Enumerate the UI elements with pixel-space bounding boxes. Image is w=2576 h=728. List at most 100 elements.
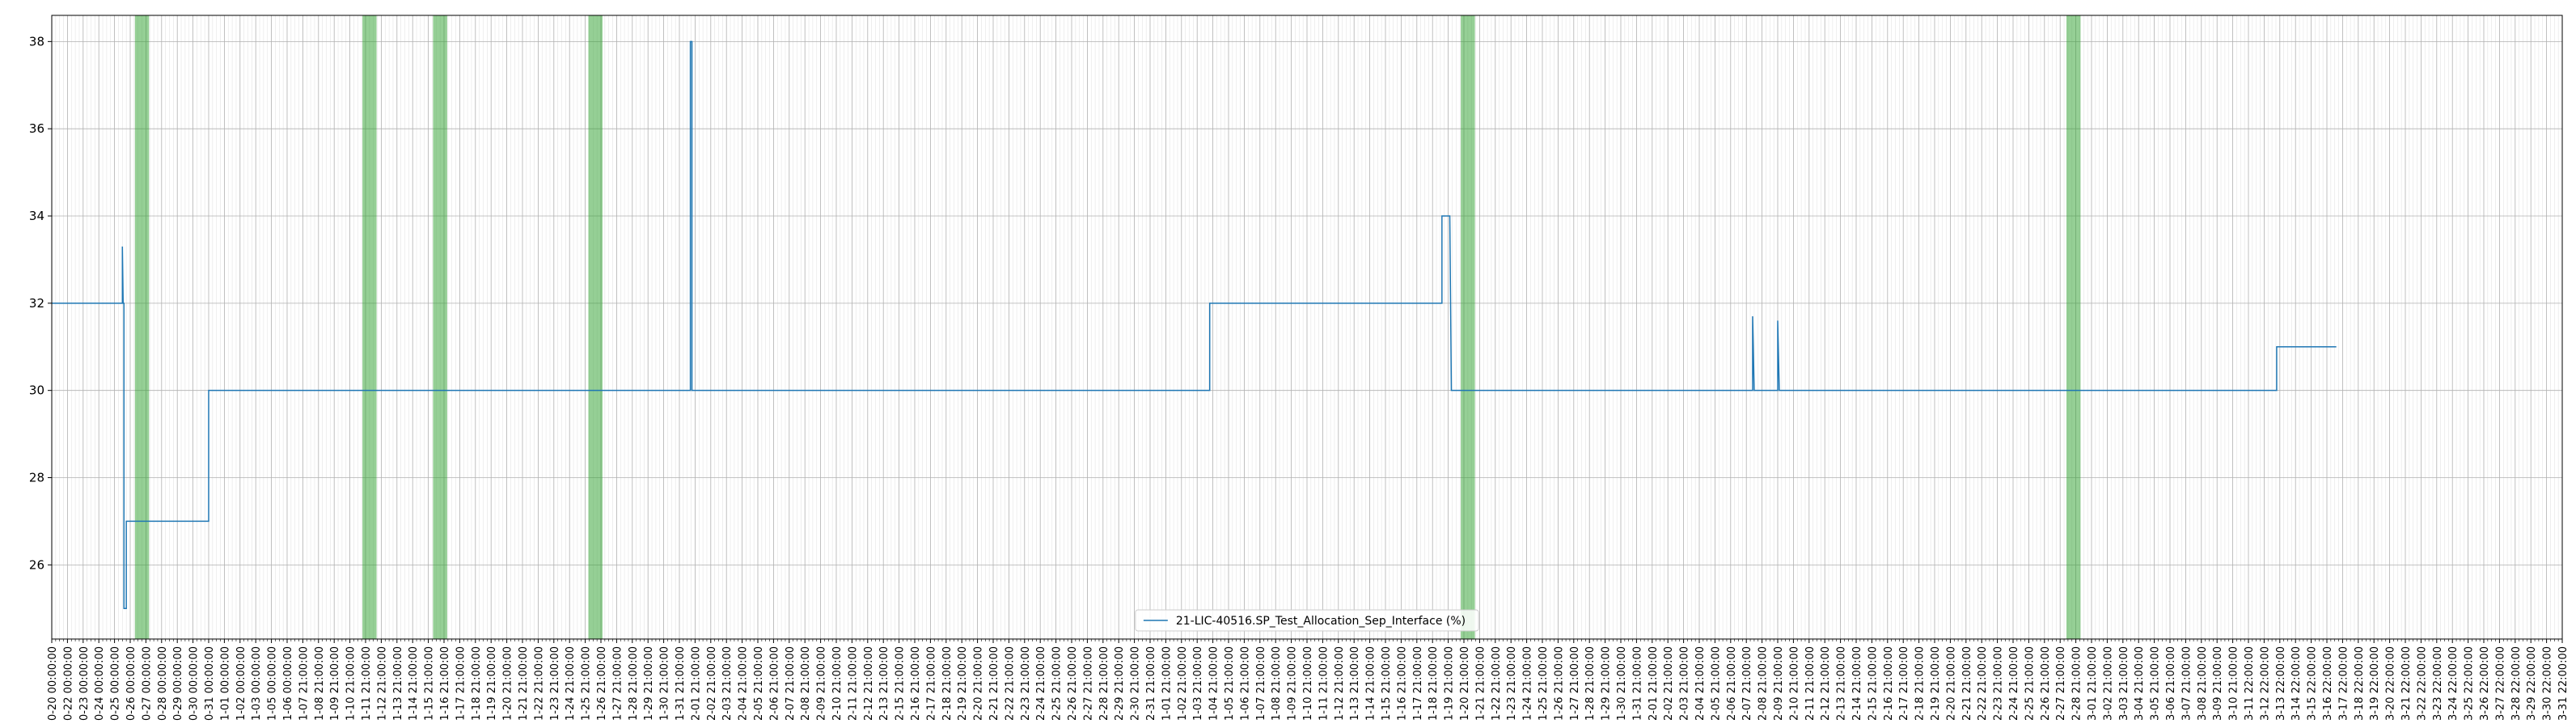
x-tick-label: 3-06 21:00:00 (2165, 646, 2177, 721)
x-tick-label: 2-08 21:00:00 (800, 646, 812, 721)
x-tick-label: 1-18 21:00:00 (1428, 646, 1440, 721)
x-tick-label: 1-19 21:00:00 (1444, 646, 1456, 721)
x-tick-label: 2-10 21:00:00 (1788, 646, 1800, 721)
x-tick-label: 1-27 21:00:00 (1569, 646, 1581, 721)
x-tick-label: 2-24 21:00:00 (1035, 646, 1047, 721)
y-tick-label: 38 (29, 34, 44, 49)
x-tick-label: 3-17 22:00:00 (2337, 646, 2350, 721)
x-tick-label: 2-02 21:00:00 (706, 646, 718, 721)
x-tick-label: 2-06 21:00:00 (768, 646, 780, 721)
x-tick-label: 1-24 21:00:00 (1522, 646, 1534, 721)
x-tick-label: 1-29 21:00:00 (643, 646, 655, 721)
series-lines (52, 40, 2337, 610)
x-tick-label: 2-23 21:00:00 (1993, 646, 2005, 721)
x-tick-label: 3-30 22:00:00 (2542, 646, 2554, 721)
x-tick-label: 2-14 21:00:00 (1851, 646, 1863, 721)
x-tick-label: 1-12 21:00:00 (1334, 646, 1346, 721)
legend-entry-label: 21-LIC-40516.SP_Test_Allocation_Sep_Inte… (1176, 615, 1466, 628)
x-tick-label: 2-19 21:00:00 (1930, 646, 1942, 721)
x-tick-label: 1-26 21:00:00 (596, 646, 608, 721)
y-tick-label: 36 (29, 121, 44, 136)
x-tick-label: 2-07 21:00:00 (1741, 646, 1753, 721)
x-tick-label: 2-22 21:00:00 (1977, 646, 1989, 721)
x-tick-label: 2-09 21:00:00 (816, 646, 828, 721)
x-tick-label: 2-09 21:00:00 (1773, 646, 1785, 721)
major-gridlines (51, 15, 2563, 639)
x-tick-label: 2-20 21:00:00 (1945, 646, 1957, 721)
x-tick-label: 3-11 22:00:00 (2244, 646, 2256, 721)
legend-box (1135, 609, 1479, 632)
x-tick-label: 2-12 21:00:00 (863, 646, 875, 721)
x-tick-label: 1-16 21:00:00 (1396, 646, 1408, 721)
x-tick-label: 2-07 21:00:00 (785, 646, 797, 721)
x-tick-label: 2-27 21:00:00 (2055, 646, 2067, 721)
x-tick-label: 2-27 21:00:00 (1082, 646, 1094, 721)
x-tick-label: 2-28 21:00:00 (2071, 646, 2083, 721)
x-tick-label: 1-01 00:00:00 (219, 646, 231, 721)
x-tick-label: 1-11 21:00:00 (1318, 646, 1330, 721)
x-tick-label: 2-25 21:00:00 (2024, 646, 2036, 721)
x-tick-label: 3-07 21:00:00 (2181, 646, 2193, 721)
x-tick-label: 3-05 21:00:00 (2150, 646, 2162, 721)
x-tick-label: 1-16 21:00:00 (439, 646, 451, 721)
x-tick-label: 1-27 21:00:00 (611, 646, 624, 721)
x-tick-label: 0-30 00:00:00 (188, 646, 201, 721)
x-tick-label: 3-04 21:00:00 (2134, 646, 2146, 721)
x-tick-label: 0-25 00:00:00 (110, 646, 122, 721)
highlight-band (362, 15, 377, 639)
x-tick-label: 2-21 21:00:00 (988, 646, 1000, 721)
highlight-band (134, 15, 150, 639)
x-tick-label: 2-30 21:00:00 (1130, 646, 1142, 721)
x-tick-label: 1-24 21:00:00 (565, 646, 577, 721)
x-tick-label: 2-13 21:00:00 (878, 646, 890, 721)
x-tick-label: 2-19 21:00:00 (957, 646, 969, 721)
x-tick-label: 1-20 21:00:00 (1459, 646, 1471, 721)
x-tick-label: 1-30 21:00:00 (1616, 646, 1628, 721)
highlight-band (433, 15, 447, 639)
x-tick-label: 1-05 00:00:00 (267, 646, 279, 721)
x-tick-label: 2-31 21:00:00 (1145, 646, 1157, 721)
x-tick-label: 3-12 22:00:00 (2259, 646, 2271, 721)
x-tick-label: 3-13 22:00:00 (2275, 646, 2287, 721)
y-tick-label: 26 (29, 557, 44, 572)
x-tick-label: 1-04 21:00:00 (1208, 646, 1220, 721)
x-tick-label: 3-31 22:00:00 (2557, 646, 2570, 721)
x-tick-label: 2-18 21:00:00 (1914, 646, 1927, 721)
x-tick-label: 2-06 21:00:00 (1726, 646, 1738, 721)
x-tick-label: 1-17 21:00:00 (1412, 646, 1424, 721)
x-tick-label: 1-06 00:00:00 (282, 646, 294, 721)
x-tick-label: 0-28 00:00:00 (157, 646, 169, 721)
x-tick-label: 1-01 21:00:00 (1161, 646, 1173, 721)
x-tick-label: 1-07 21:00:00 (1255, 646, 1267, 721)
y-axis: 26 28 30 32 34 36 38 (29, 34, 52, 572)
x-tick-label: 3-24 22:00:00 (2447, 646, 2460, 721)
x-tick-label: 2-17 21:00:00 (1898, 646, 1910, 721)
x-tick-label: 2-01 21:00:00 (690, 646, 702, 721)
x-tick-label: 1-10 21:00:00 (345, 646, 357, 721)
x-tick-label: 2-01 21:00:00 (1648, 646, 1660, 721)
x-tick-label: 1-25 21:00:00 (581, 646, 593, 721)
x-tick-label: 1-21 21:00:00 (518, 646, 530, 721)
x-tick-label: 1-23 21:00:00 (549, 646, 561, 721)
y-tick-label: 30 (29, 383, 44, 398)
x-tick-label: 1-22 21:00:00 (1491, 646, 1503, 721)
x-tick-label: 1-07 21:00:00 (298, 646, 310, 721)
x-tick-label: 1-13 21:00:00 (392, 646, 404, 721)
x-tick-label: 0-23 00:00:00 (78, 646, 91, 721)
x-tick-label: 1-26 21:00:00 (1553, 646, 1565, 721)
x-tick-label: 1-31 21:00:00 (675, 646, 687, 721)
x-tick-label: 2-16 21:00:00 (1883, 646, 1895, 721)
x-tick-label: 0-29 00:00:00 (172, 646, 184, 721)
x-tick-label: 1-02 00:00:00 (235, 646, 247, 721)
x-tick-label: 3-08 21:00:00 (2197, 646, 2209, 721)
highlight-band (2066, 15, 2081, 639)
x-tick-label: 1-15 21:00:00 (1381, 646, 1393, 721)
x-tick-label: 1-21 21:00:00 (1474, 646, 1487, 721)
x-tick-label: 3-10 21:00:00 (2228, 646, 2240, 721)
x-tick-label: 2-25 21:00:00 (1051, 646, 1064, 721)
x-tick-label: 2-13 21:00:00 (1836, 646, 1848, 721)
x-tick-label: 1-03 00:00:00 (251, 646, 263, 721)
x-tick-label: 2-02 21:00:00 (1663, 646, 1675, 721)
minor-gridlines (55, 15, 2559, 639)
